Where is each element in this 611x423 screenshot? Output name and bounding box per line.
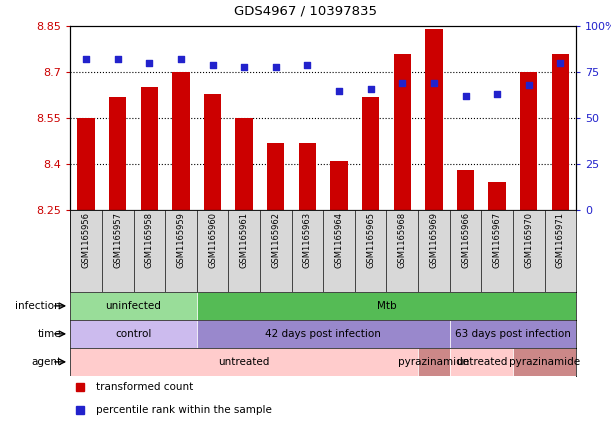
Text: GSM1165956: GSM1165956: [82, 212, 90, 268]
Bar: [331, 161, 348, 210]
Text: 63 days post infection: 63 days post infection: [455, 329, 571, 339]
Point: [492, 91, 502, 98]
Point: [240, 63, 249, 70]
Bar: [362, 96, 379, 210]
Bar: [134, 210, 165, 292]
Text: GSM1165970: GSM1165970: [524, 212, 533, 268]
Bar: [267, 143, 285, 210]
Text: GSM1165964: GSM1165964: [335, 212, 343, 268]
Bar: [260, 210, 291, 292]
Bar: [70, 320, 197, 348]
Text: time: time: [37, 329, 61, 339]
Text: GSM1165961: GSM1165961: [240, 212, 249, 268]
Point: [176, 56, 186, 63]
Text: control: control: [115, 329, 152, 339]
Bar: [141, 88, 158, 210]
Bar: [172, 72, 189, 210]
Point: [429, 80, 439, 87]
Point: [208, 61, 218, 68]
Bar: [513, 348, 576, 376]
Point: [144, 60, 154, 66]
Text: GDS4967 / 10397835: GDS4967 / 10397835: [234, 4, 377, 17]
Text: GSM1165958: GSM1165958: [145, 212, 154, 268]
Text: transformed count: transformed count: [95, 382, 193, 392]
Text: GSM1165960: GSM1165960: [208, 212, 217, 268]
Bar: [393, 54, 411, 210]
Text: GSM1165963: GSM1165963: [303, 212, 312, 269]
Bar: [229, 210, 260, 292]
Bar: [386, 210, 418, 292]
Text: GSM1165969: GSM1165969: [430, 212, 438, 268]
Point: [334, 87, 344, 94]
Point: [271, 63, 280, 70]
Bar: [513, 210, 544, 292]
Point: [113, 56, 123, 63]
Text: GSM1165965: GSM1165965: [366, 212, 375, 268]
Text: pyrazinamide: pyrazinamide: [398, 357, 469, 367]
Point: [461, 93, 470, 99]
Bar: [165, 210, 197, 292]
Bar: [418, 210, 450, 292]
Text: percentile rank within the sample: percentile rank within the sample: [95, 405, 271, 415]
Bar: [102, 210, 134, 292]
Text: untreated: untreated: [456, 357, 507, 367]
Bar: [70, 292, 197, 320]
Text: GSM1165962: GSM1165962: [271, 212, 280, 268]
Text: GSM1165968: GSM1165968: [398, 212, 407, 269]
Bar: [109, 96, 126, 210]
Text: infection: infection: [15, 301, 61, 311]
Bar: [197, 292, 576, 320]
Bar: [235, 118, 253, 210]
Text: untreated: untreated: [219, 357, 270, 367]
Bar: [355, 210, 387, 292]
Bar: [204, 93, 221, 210]
Bar: [70, 210, 102, 292]
Bar: [552, 54, 569, 210]
Bar: [450, 348, 513, 376]
Text: agent: agent: [31, 357, 61, 367]
Point: [366, 85, 376, 92]
Bar: [78, 118, 95, 210]
Text: GSM1165967: GSM1165967: [492, 212, 502, 269]
Bar: [544, 210, 576, 292]
Point: [397, 80, 407, 87]
Bar: [488, 182, 506, 210]
Text: Mtb: Mtb: [376, 301, 397, 311]
Bar: [197, 320, 450, 348]
Point: [81, 56, 91, 63]
Text: 42 days post infection: 42 days post infection: [265, 329, 381, 339]
Point: [555, 60, 565, 66]
Bar: [520, 72, 538, 210]
Bar: [457, 170, 474, 210]
Bar: [418, 348, 450, 376]
Bar: [323, 210, 355, 292]
Text: GSM1165966: GSM1165966: [461, 212, 470, 269]
Bar: [291, 210, 323, 292]
Text: GSM1165957: GSM1165957: [113, 212, 122, 268]
Text: GSM1165971: GSM1165971: [556, 212, 565, 268]
Text: GSM1165959: GSM1165959: [177, 212, 185, 268]
Text: uninfected: uninfected: [106, 301, 161, 311]
Bar: [197, 210, 229, 292]
Bar: [70, 348, 418, 376]
Bar: [299, 143, 316, 210]
Bar: [481, 210, 513, 292]
Bar: [450, 320, 576, 348]
Text: pyrazinamide: pyrazinamide: [509, 357, 580, 367]
Point: [302, 61, 312, 68]
Bar: [425, 29, 442, 210]
Bar: [450, 210, 481, 292]
Point: [524, 82, 533, 88]
